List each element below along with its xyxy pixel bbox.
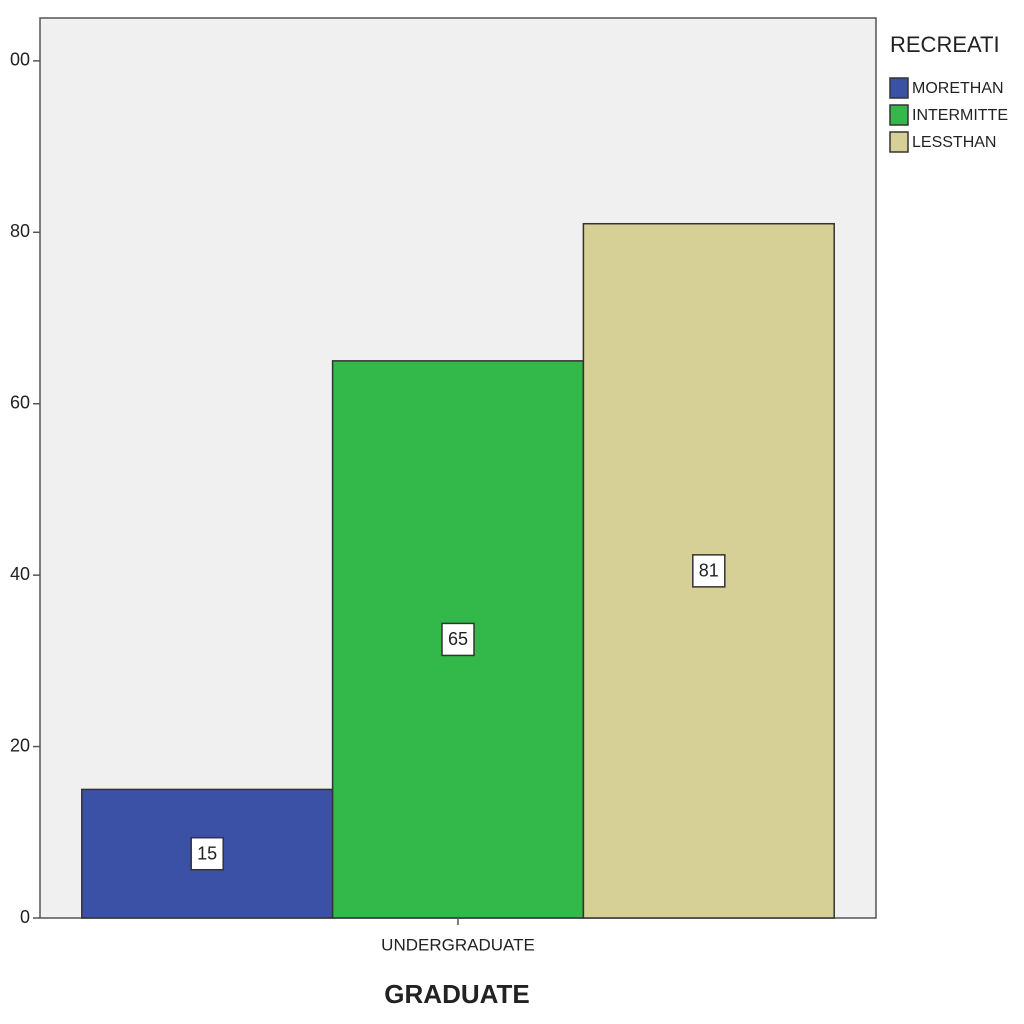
legend-label: MORETHAN [912, 80, 1004, 97]
y-tick-label: 60 [10, 392, 30, 412]
legend-title: RECREATI [890, 32, 1000, 57]
value-label: 65 [448, 629, 468, 649]
x-axis-title: GRADUATE [384, 979, 529, 1009]
value-label-box [190, 836, 224, 871]
legend-label: LESSTHAN [912, 134, 996, 151]
y-tick-label: 20 [10, 735, 30, 755]
value-label: 81 [699, 561, 719, 581]
value-label: 15 [197, 843, 217, 863]
y-tick-label: 40 [10, 564, 30, 584]
legend-swatch [889, 104, 909, 126]
value-label-box [692, 554, 726, 588]
legend-swatch [889, 77, 909, 99]
legend-label: INTERMITTE [912, 107, 1008, 124]
y-tick-label: 0 [20, 907, 30, 927]
y-tick-label: 80 [10, 221, 30, 241]
y-tick-label: 00 [10, 50, 30, 70]
legend-swatch [889, 131, 909, 153]
x-tick-label: UNDERGRADUATE [381, 935, 535, 954]
value-label-box [441, 622, 475, 657]
